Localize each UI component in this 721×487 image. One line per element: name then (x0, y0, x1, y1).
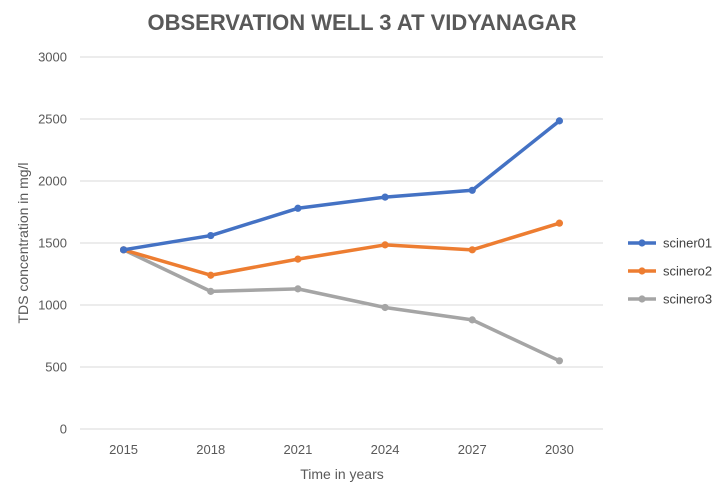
y-tick-label: 3000 (38, 50, 67, 65)
y-tick-label: 0 (60, 422, 67, 437)
legend: sciner01 scinero2 scinero3 (628, 236, 712, 307)
y-tick-label: 2000 (38, 174, 67, 189)
y-tick-label: 1500 (38, 236, 67, 251)
legend-item-sciner01: sciner01 (628, 236, 712, 251)
data-point (555, 357, 564, 365)
data-point (119, 246, 128, 254)
x-axis-title: Time in years (300, 466, 384, 482)
legend-label: sciner01 (663, 236, 712, 251)
y-tick-label: 500 (45, 360, 67, 375)
series-sciner01 (119, 117, 564, 254)
legend-marker (638, 267, 646, 275)
legend-marker (638, 295, 646, 303)
data-point (294, 204, 302, 212)
data-point (207, 231, 215, 240)
data-point (294, 285, 302, 293)
data-point (207, 271, 215, 279)
series-scinero3 (119, 246, 564, 365)
x-tick-label: 2027 (458, 442, 487, 457)
series-line-scinero2 (121, 221, 562, 277)
data-point (207, 287, 215, 295)
x-tick-label: 2021 (283, 442, 312, 457)
x-tick-label: 2018 (196, 442, 225, 457)
data-point (294, 255, 302, 263)
data-point (381, 193, 389, 201)
data-point (381, 241, 389, 249)
legend-item-scinero2: scinero2 (628, 264, 712, 279)
x-tick-label: 2030 (545, 442, 574, 457)
y-axis-title: TDS concentration in mg/l (15, 162, 31, 323)
y-tick-label: 2500 (38, 112, 67, 127)
data-point (555, 219, 564, 227)
y-axis-ticks: 0 500 1000 1500 2000 2500 3000 (38, 50, 67, 437)
legend-marker (638, 239, 646, 247)
y-tick-label: 1000 (38, 298, 67, 313)
series-lines (119, 117, 564, 365)
series-scinero2 (119, 219, 564, 279)
data-point (381, 303, 389, 312)
legend-label: scinero2 (663, 264, 712, 279)
chart-title: OBSERVATION WELL 3 AT VIDYANAGAR (147, 10, 576, 35)
series-line-sciner01 (121, 119, 562, 252)
data-point (468, 316, 476, 324)
legend-item-scinero3: scinero3 (628, 292, 712, 307)
x-tick-label: 2015 (109, 442, 138, 457)
data-point (468, 246, 476, 254)
x-axis-ticks: 2015 2018 2021 2024 2027 2030 (109, 442, 574, 457)
series-line-scinero3 (121, 248, 562, 363)
legend-label: scinero3 (663, 292, 712, 307)
data-point (468, 186, 476, 194)
data-point (555, 117, 564, 125)
x-tick-label: 2024 (371, 442, 400, 457)
